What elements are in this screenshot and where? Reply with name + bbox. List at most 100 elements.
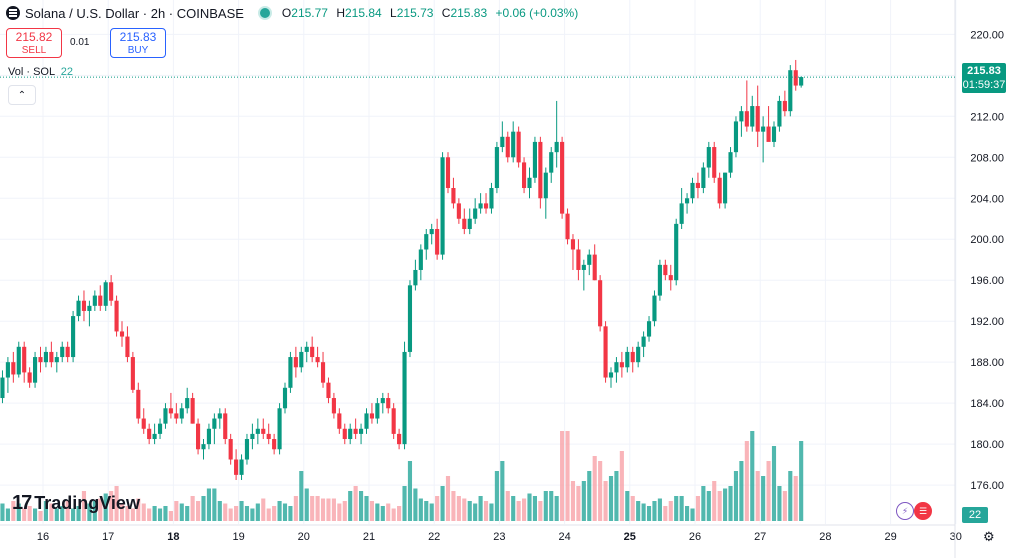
candle-body	[5, 362, 10, 378]
candle-body	[451, 188, 456, 204]
volume-bar	[33, 508, 38, 521]
candle-body	[554, 141, 559, 153]
candle-body	[201, 444, 206, 450]
sell-button[interactable]: 215.82 SELL	[6, 28, 62, 58]
volume-bar	[261, 498, 266, 521]
symbol-title[interactable]: Solana / U.S. Dollar · 2h · COINBASE	[25, 5, 244, 21]
volume-bar	[348, 491, 353, 521]
volume-bar	[244, 506, 250, 521]
candle-body	[793, 70, 798, 86]
y-tick-label: 196.00	[970, 275, 1004, 287]
candle-body	[750, 106, 755, 127]
tradingview-logo[interactable]: 17 TradingView	[12, 492, 140, 515]
candle-body	[744, 111, 749, 127]
candle-body	[560, 141, 565, 214]
x-tick-label: 19	[232, 531, 244, 543]
candle-body	[771, 126, 777, 142]
buy-button[interactable]: 215.83 BUY	[110, 28, 166, 58]
x-tick-label: 29	[884, 531, 896, 543]
volume-bar	[196, 501, 201, 521]
buy-label: BUY	[127, 45, 149, 56]
candle-body	[674, 223, 679, 281]
volume-bar	[679, 496, 684, 521]
chart-grid	[0, 0, 957, 524]
candle-body	[685, 198, 690, 204]
spread-value: 0.01	[70, 37, 90, 48]
volume-bar	[462, 498, 467, 521]
x-tick-label: 21	[363, 531, 375, 543]
candle-body	[359, 428, 364, 434]
candle-body	[337, 413, 342, 429]
candle-body	[71, 316, 76, 358]
lightning-icon[interactable]: ⚡	[896, 502, 914, 520]
candle-body	[272, 439, 277, 450]
candle-body	[266, 433, 271, 440]
candle-body	[185, 398, 190, 409]
candle-body	[87, 305, 92, 311]
candle-body	[646, 321, 652, 337]
volume-legend[interactable]: Vol · SOL 22	[8, 66, 73, 78]
x-tick-label: 22	[428, 531, 440, 543]
volume-bar	[527, 493, 532, 521]
volume-bar	[49, 503, 54, 521]
volume-bar	[695, 496, 700, 521]
volume-bar	[239, 501, 244, 521]
candle-body	[125, 336, 130, 358]
candle-body	[206, 428, 211, 445]
candle-body	[11, 362, 16, 375]
candle-body	[147, 428, 152, 440]
x-tick-label: 23	[493, 531, 505, 543]
volume-bar	[125, 506, 130, 521]
candle-body	[76, 300, 81, 317]
symbol-legend: Solana / U.S. Dollar · 2h · COINBASE O21…	[6, 4, 583, 22]
volume-bar	[728, 486, 733, 521]
candle-body	[728, 152, 733, 173]
collapse-legend-button[interactable]: ⌃	[8, 85, 36, 105]
y-tick-label: 192.00	[970, 316, 1004, 328]
volume-bar	[315, 496, 320, 521]
y-tick-label: 208.00	[970, 152, 1004, 164]
candle-body	[576, 249, 581, 270]
volume-bar	[652, 501, 657, 521]
volume-bar	[342, 501, 347, 521]
volume-bar	[157, 508, 163, 521]
x-tick-label: 18	[167, 531, 179, 543]
volume-bar	[326, 498, 331, 521]
candle-body	[22, 346, 27, 373]
candle-body	[511, 131, 516, 158]
candlestick-series	[0, 59, 804, 480]
y-tick-label: 212.00	[970, 111, 1004, 123]
volume-bar	[483, 501, 489, 521]
y-tick-label: 220.00	[970, 29, 1004, 41]
candle-body	[723, 172, 728, 204]
market-status-icon[interactable]	[257, 6, 272, 20]
candle-body	[695, 182, 700, 189]
volume-bar	[739, 461, 744, 521]
candle-body	[98, 295, 103, 306]
volume-bar	[712, 481, 717, 521]
volume-bar	[625, 491, 630, 521]
volume-bar	[777, 486, 782, 521]
candle-body	[282, 387, 288, 409]
low-value: 215.73	[396, 6, 434, 20]
candle-body	[65, 346, 70, 358]
volume-bar	[71, 508, 76, 521]
ohlc-values: O215.77 H215.84 L215.73 C215.83 +0.06 (+…	[282, 6, 583, 20]
flag-icon[interactable]: ☰	[914, 502, 932, 520]
candle-body	[136, 389, 141, 419]
volume-bar	[750, 431, 755, 521]
candle-body	[668, 275, 673, 281]
volume-bar	[147, 508, 152, 521]
volume-bar	[608, 476, 614, 521]
candle-body	[435, 228, 440, 255]
candle-body	[706, 147, 711, 168]
settings-gear-icon[interactable]: ⚙	[983, 529, 995, 544]
volume-bar	[136, 498, 141, 521]
candle-body	[391, 408, 396, 434]
candle-body	[217, 413, 222, 419]
volume-bar	[76, 506, 81, 521]
volume-bar	[5, 508, 10, 521]
candle-body	[380, 398, 385, 404]
volume-bar	[11, 501, 16, 521]
